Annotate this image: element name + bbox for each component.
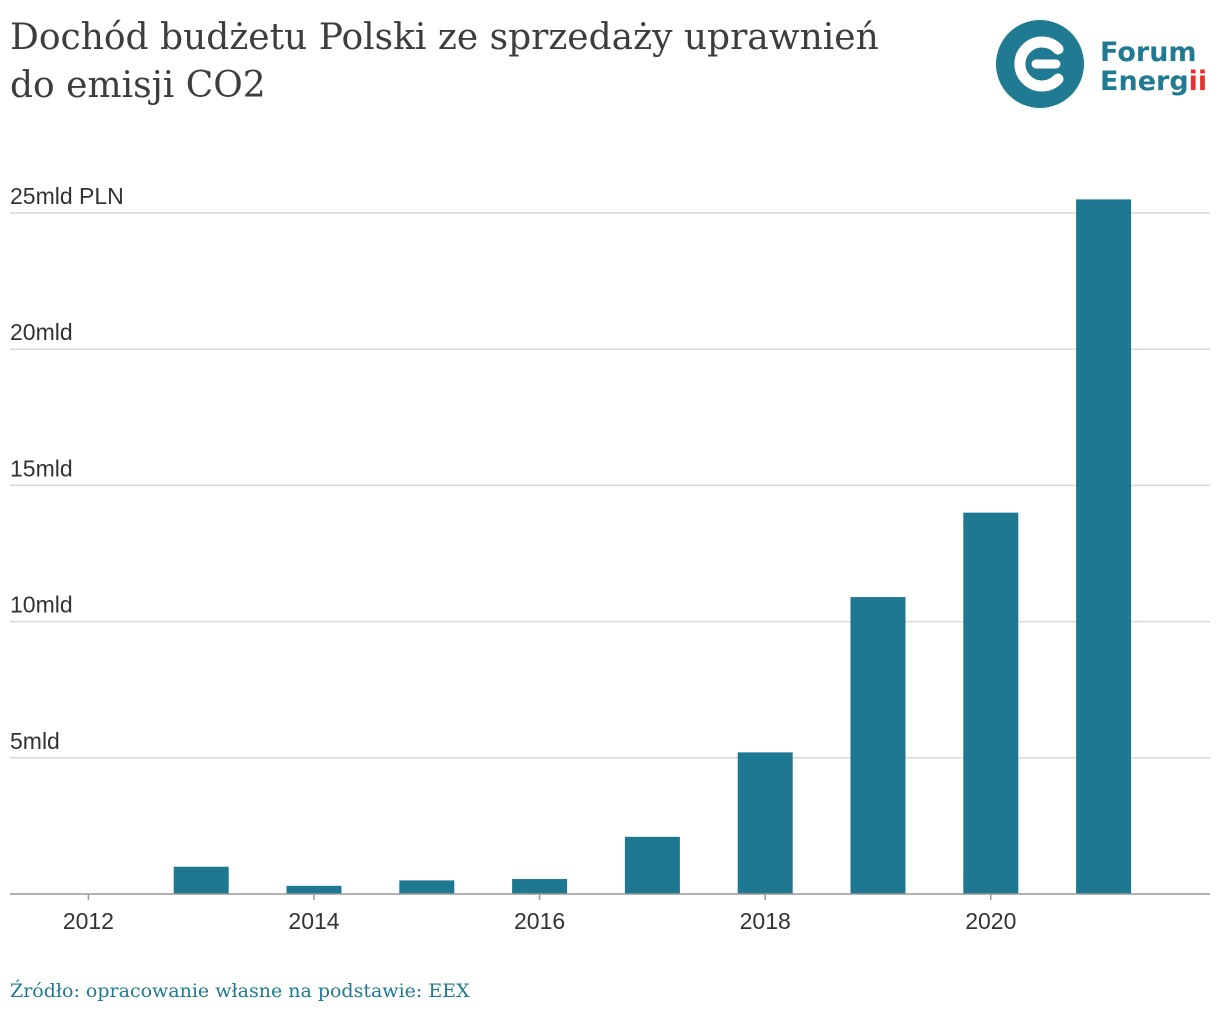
x-tick-label: 2016 (514, 908, 565, 934)
forum-energii-logo-icon (996, 20, 1084, 108)
logo-wordmark: Forum Energii (1100, 38, 1207, 96)
forum-energii-logo: Forum Energii (996, 18, 1216, 110)
bar-chart: 5mld 10mld 15mld 20mld 25mld PLN 2012 2014 2016… (10, 183, 1210, 934)
bar (624, 836, 680, 894)
bar (1076, 199, 1132, 894)
bar (512, 879, 568, 894)
y-tick-label: 25mld PLN (10, 183, 124, 209)
y-tick-label: 5mld (10, 728, 60, 754)
source-note: Źródło: opracowanie własne na podstawie:… (10, 980, 470, 1002)
bar (737, 752, 793, 894)
x-tick-label: 2014 (288, 908, 339, 934)
y-tick-label: 10mld (10, 592, 73, 618)
logo-text-energii: Energii (1100, 66, 1208, 97)
x-tick-label: 2012 (63, 908, 114, 934)
bar (963, 512, 1019, 894)
chart-title-line-1: Dochód budżetu Polski ze sprzedaży upraw… (10, 17, 879, 58)
y-tick-label: 15mld (10, 455, 73, 481)
y-tick-label: 20mld (10, 319, 73, 345)
bar (173, 866, 229, 894)
logo-text-forum: Forum (1100, 37, 1197, 68)
bar (399, 880, 455, 894)
chart-title: Dochód budżetu Polski ze sprzedaży upraw… (10, 14, 1010, 110)
x-tick-label: 2018 (740, 908, 791, 934)
bar (850, 597, 906, 894)
x-tick-label: 2020 (965, 908, 1016, 934)
bar (286, 885, 342, 894)
chart-title-line-2: do emisji CO2 (10, 65, 266, 106)
